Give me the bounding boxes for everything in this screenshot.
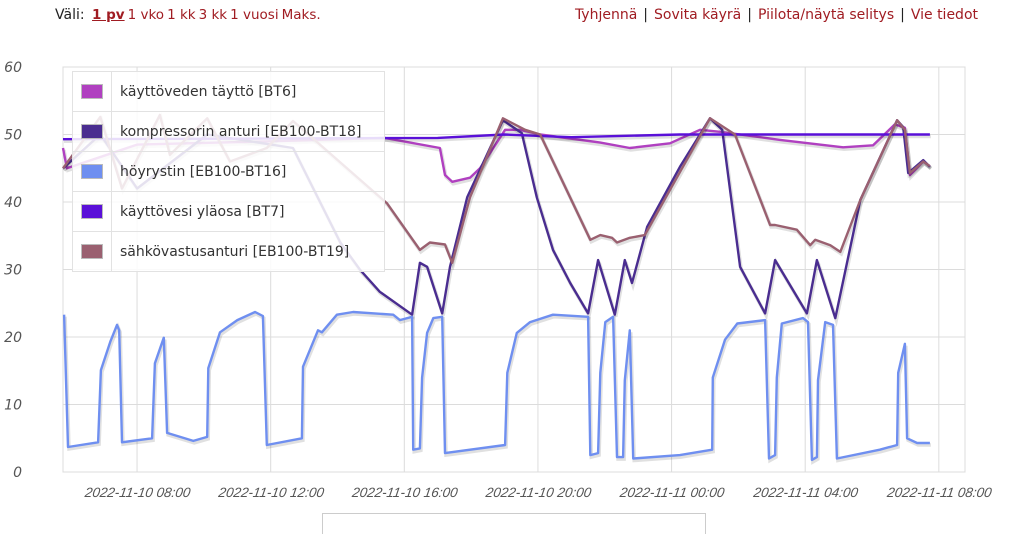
legend-label: höyrystin [EB100-BT16] (120, 163, 287, 180)
action-1[interactable]: Sovita käyrä (654, 7, 742, 23)
legend-label: käyttövesi yläosa [BT7] (120, 203, 285, 220)
range-navigator[interactable] (322, 513, 706, 534)
x-tick-label: 2022-11-10 08:00 (83, 485, 192, 500)
legend-swatch (73, 192, 112, 231)
y-tick-label: 20 (4, 330, 22, 346)
range-selector: Väli: 1 pv 1 vko 1 kk 3 kk 1 vuosi Maks. (55, 7, 321, 23)
y-tick-label: 60 (4, 60, 22, 76)
y-tick-label: 0 (13, 465, 22, 481)
legend-color (81, 124, 103, 139)
x-tick-label: 2022-11-10 20:00 (484, 485, 593, 500)
legend: käyttöveden täyttö [BT6] kompressorin ant… (72, 71, 385, 272)
y-tick-label: 10 (4, 398, 22, 414)
range-5[interactable]: Maks. (281, 7, 321, 23)
legend-label: sähkövastusanturi [EB100-BT19] (120, 243, 350, 260)
legend-item[interactable]: höyrystin [EB100-BT16] (73, 152, 384, 192)
chart-actions: Tyhjennä | Sovita käyrä | Piilota/näytä seli… (575, 7, 978, 23)
range-label: Väli: (55, 7, 85, 23)
series-line-0 (61, 123, 931, 184)
separator: | (643, 7, 649, 23)
legend-swatch (73, 152, 112, 191)
action-3[interactable]: Vie tiedot (910, 7, 978, 23)
series-line-2 (62, 310, 930, 462)
x-tick-label: 2022-11-11 04:00 (752, 485, 860, 500)
range-1[interactable]: 1 vko (127, 7, 165, 23)
x-tick-label: 2022-11-10 16:00 (350, 485, 459, 500)
action-2[interactable]: Piilota/näytä selitys (757, 7, 895, 23)
legend-item[interactable]: käyttövesi yläosa [BT7] (73, 192, 384, 232)
legend-color (81, 204, 103, 219)
y-tick-label: 30 (4, 263, 22, 279)
separator: | (747, 7, 752, 23)
legend-item[interactable]: kompressorin anturi [EB100-BT18] (73, 112, 384, 152)
toolbar: Väli: 1 pv 1 vko 1 kk 3 kk 1 vuosi Maks. Tyhj… (0, 7, 1020, 27)
legend-swatch (73, 232, 112, 271)
range-4[interactable]: 1 vuosi (230, 7, 279, 23)
separator: | (900, 7, 905, 23)
legend-label: käyttöveden täyttö [BT6] (120, 83, 297, 100)
legend-swatch (73, 72, 112, 111)
legend-swatch (73, 112, 112, 151)
range-3[interactable]: 3 kk (198, 7, 228, 23)
y-tick-label: 50 (4, 128, 22, 144)
x-tick-label: 2022-11-11 00:00 (618, 485, 726, 500)
action-0[interactable]: Tyhjennä (574, 7, 638, 23)
range-2[interactable]: 1 kk (167, 7, 196, 23)
series-line-1 (62, 117, 931, 320)
legend-item[interactable]: käyttöveden täyttö [BT6] (73, 72, 384, 112)
legend-color (81, 244, 103, 259)
x-tick-label: 2022-11-11 08:00 (885, 485, 993, 500)
x-tick-label: 2022-11-10 12:00 (217, 485, 326, 500)
legend-item[interactable]: sähkövastusanturi [EB100-BT19] (73, 232, 384, 271)
legend-color (81, 84, 103, 99)
range-0[interactable]: 1 pv (92, 7, 125, 23)
legend-label: kompressorin anturi [EB100-BT18] (120, 123, 362, 140)
legend-color (81, 164, 103, 179)
y-tick-label: 40 (4, 195, 22, 211)
